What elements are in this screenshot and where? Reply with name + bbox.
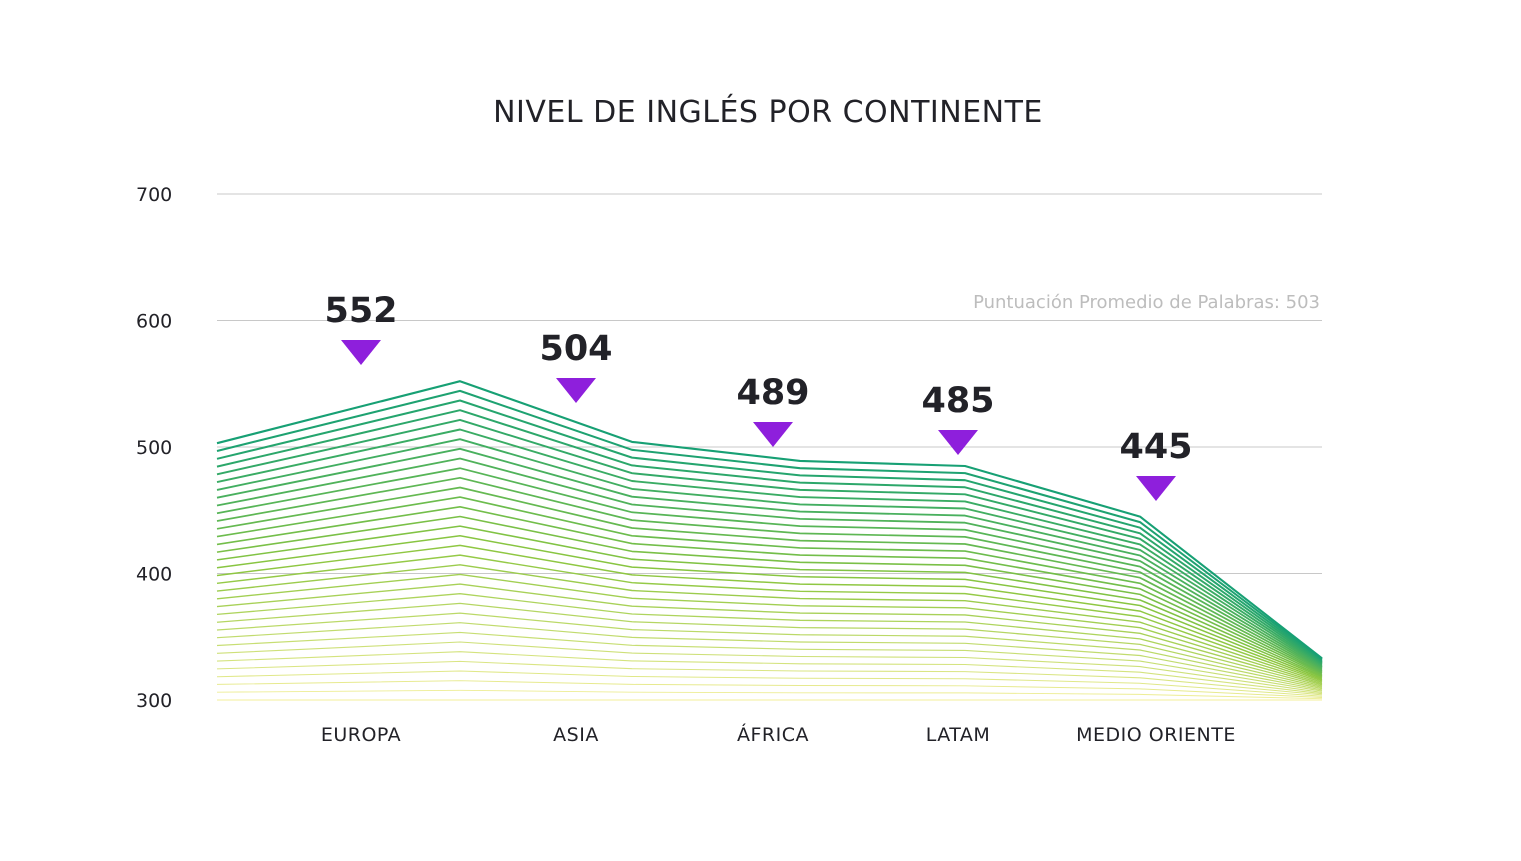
series-line — [216, 593, 1323, 687]
line-series — [216, 380, 1323, 701]
x-axis: EUROPA ASIA ÁFRICA LATAM MEDIO ORIENTE — [321, 723, 1236, 746]
triangle-marker-icon — [753, 422, 793, 447]
value-markers: 552 504 489 485 445 — [324, 291, 1193, 501]
x-tick-label: EUROPA — [321, 724, 401, 746]
series-line — [216, 457, 1323, 670]
value-label: 489 — [736, 373, 809, 413]
series-line — [216, 631, 1323, 692]
y-tick-label: 300 — [136, 690, 172, 712]
series-line — [216, 438, 1323, 667]
average-annotation: Puntuación Promedio de Palabras: 503 — [973, 292, 1320, 313]
series-line — [216, 525, 1323, 678]
y-tick-label: 600 — [136, 311, 172, 333]
series-line — [216, 399, 1323, 662]
triangle-marker-icon — [556, 378, 596, 403]
series-line — [216, 554, 1323, 682]
x-tick-label: ÁFRICA — [737, 723, 809, 746]
value-label: 445 — [1119, 427, 1192, 467]
triangle-marker-icon — [1136, 476, 1176, 501]
y-tick-label: 700 — [136, 184, 172, 206]
y-axis: 700 600 500 400 300 — [136, 184, 172, 712]
series-line — [216, 573, 1323, 685]
series-line — [216, 428, 1323, 666]
series-line — [216, 583, 1323, 686]
series-line — [216, 602, 1323, 689]
x-tick-label: ASIA — [553, 724, 599, 746]
series-line — [216, 476, 1323, 672]
series-line — [216, 651, 1323, 695]
series-line — [216, 409, 1323, 663]
gridlines — [217, 193, 1322, 574]
series-line — [216, 680, 1323, 698]
series-line — [216, 515, 1323, 677]
value-label: 552 — [324, 291, 397, 331]
series-line — [216, 535, 1323, 680]
triangle-marker-icon — [938, 430, 978, 455]
series-line — [216, 418, 1323, 665]
value-label: 504 — [539, 329, 612, 369]
series-line — [216, 564, 1323, 683]
series-line — [216, 660, 1323, 696]
value-label: 485 — [921, 381, 994, 421]
y-tick-label: 500 — [136, 437, 172, 459]
series-line — [216, 505, 1323, 676]
x-tick-label: MEDIO ORIENTE — [1076, 724, 1236, 746]
series-line — [216, 622, 1323, 691]
series-line — [216, 486, 1323, 673]
series-line — [216, 496, 1323, 675]
x-tick-label: LATAM — [926, 724, 991, 746]
series-line — [216, 389, 1323, 661]
series-line — [216, 670, 1323, 697]
series-line — [216, 544, 1323, 681]
y-tick-label: 400 — [136, 564, 172, 586]
chart-title: NIVEL DE INGLÉS POR CONTINENTE — [493, 94, 1043, 130]
series-line — [216, 447, 1323, 668]
series-line — [216, 612, 1323, 690]
triangle-marker-icon — [341, 340, 381, 365]
series-line — [216, 689, 1323, 700]
series-line — [216, 641, 1323, 693]
series-line — [216, 467, 1323, 671]
series-line — [216, 380, 1323, 660]
